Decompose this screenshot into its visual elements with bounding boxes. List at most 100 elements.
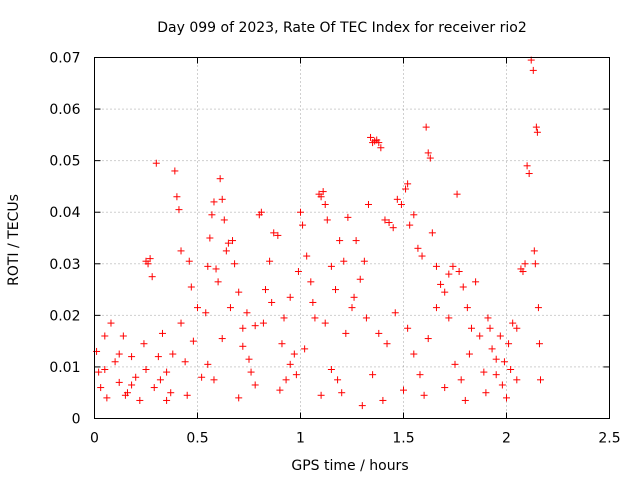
data-point bbox=[111, 358, 119, 366]
data-point bbox=[426, 154, 434, 162]
data-point bbox=[360, 257, 368, 265]
data-point bbox=[393, 195, 401, 203]
data-points bbox=[93, 56, 544, 410]
data-point bbox=[206, 234, 214, 242]
data-point bbox=[461, 396, 469, 404]
data-point bbox=[533, 128, 541, 136]
data-point bbox=[509, 319, 517, 327]
data-point bbox=[169, 350, 177, 358]
data-point bbox=[472, 278, 480, 286]
data-point bbox=[375, 329, 383, 337]
data-point bbox=[154, 353, 162, 361]
data-point bbox=[513, 324, 521, 332]
data-point bbox=[432, 304, 440, 312]
data-point bbox=[307, 278, 315, 286]
data-point bbox=[202, 309, 210, 317]
data-point bbox=[229, 237, 237, 245]
data-point bbox=[119, 332, 127, 340]
data-point bbox=[445, 270, 453, 278]
data-point bbox=[321, 319, 329, 327]
data-point bbox=[115, 378, 123, 386]
data-point bbox=[332, 286, 340, 294]
x-tick-label: 1 bbox=[296, 431, 305, 447]
y-tick-label: 0.05 bbox=[49, 154, 80, 170]
data-point bbox=[445, 314, 453, 322]
data-point bbox=[214, 278, 222, 286]
data-point bbox=[379, 396, 387, 404]
data-point bbox=[432, 262, 440, 270]
data-point bbox=[107, 319, 115, 327]
data-point bbox=[416, 371, 424, 379]
data-point bbox=[245, 355, 253, 363]
data-point bbox=[437, 280, 445, 288]
data-point bbox=[453, 190, 461, 198]
data-point bbox=[235, 394, 243, 402]
data-point bbox=[171, 167, 179, 175]
data-point bbox=[167, 389, 175, 397]
data-point bbox=[297, 208, 304, 216]
data-point bbox=[204, 262, 212, 270]
data-point bbox=[146, 255, 154, 263]
data-point bbox=[530, 247, 538, 255]
data-point bbox=[410, 350, 418, 358]
data-point bbox=[187, 283, 195, 291]
x-tick-label: 2.5 bbox=[598, 431, 620, 447]
data-point bbox=[144, 260, 152, 268]
y-tick-label: 0.03 bbox=[49, 257, 80, 273]
data-point bbox=[532, 123, 540, 131]
data-point bbox=[152, 159, 160, 167]
data-point bbox=[292, 371, 300, 379]
y-tick-label: 0.07 bbox=[49, 51, 80, 67]
data-point bbox=[449, 262, 457, 270]
y-tick-label: 0.04 bbox=[49, 205, 80, 221]
x-tick-label: 2 bbox=[502, 431, 511, 447]
data-point bbox=[136, 396, 144, 404]
x-tick-label: 0.5 bbox=[186, 431, 208, 447]
data-point bbox=[327, 262, 335, 270]
data-point bbox=[389, 224, 397, 232]
data-point bbox=[463, 304, 471, 312]
data-point bbox=[173, 193, 181, 201]
data-point bbox=[121, 391, 129, 399]
x-tick-label: 0 bbox=[90, 431, 99, 447]
data-point bbox=[344, 213, 352, 221]
data-point bbox=[418, 252, 426, 260]
data-point bbox=[391, 309, 399, 317]
data-point bbox=[301, 345, 309, 353]
data-point bbox=[251, 322, 259, 330]
plot-frame bbox=[94, 57, 610, 419]
data-point bbox=[216, 175, 224, 183]
data-point bbox=[101, 332, 109, 340]
data-point bbox=[274, 231, 282, 239]
data-point bbox=[377, 144, 385, 152]
data-point bbox=[525, 170, 533, 178]
data-point bbox=[235, 288, 243, 296]
data-point bbox=[375, 139, 383, 147]
data-point bbox=[276, 386, 284, 394]
data-point bbox=[323, 216, 331, 224]
data-point bbox=[402, 185, 410, 193]
data-point bbox=[362, 314, 370, 322]
data-point bbox=[210, 376, 218, 384]
data-point bbox=[334, 376, 342, 384]
data-point bbox=[218, 335, 226, 343]
data-point bbox=[404, 324, 412, 332]
data-point bbox=[505, 340, 513, 348]
grid-lines bbox=[94, 57, 610, 419]
data-point bbox=[455, 268, 463, 276]
data-point bbox=[534, 304, 542, 312]
data-point bbox=[208, 211, 216, 219]
data-point bbox=[282, 376, 290, 384]
data-point bbox=[350, 293, 358, 301]
data-point bbox=[480, 368, 488, 376]
x-tick-label: 1.5 bbox=[392, 431, 414, 447]
data-point bbox=[303, 252, 311, 260]
y-axis-title: ROTI / TECUs bbox=[6, 194, 22, 286]
y-tick-label: 0 bbox=[72, 412, 81, 428]
data-point bbox=[507, 366, 515, 374]
data-point bbox=[503, 394, 510, 402]
data-point bbox=[257, 208, 265, 216]
data-point bbox=[457, 376, 465, 384]
data-point bbox=[210, 198, 218, 206]
